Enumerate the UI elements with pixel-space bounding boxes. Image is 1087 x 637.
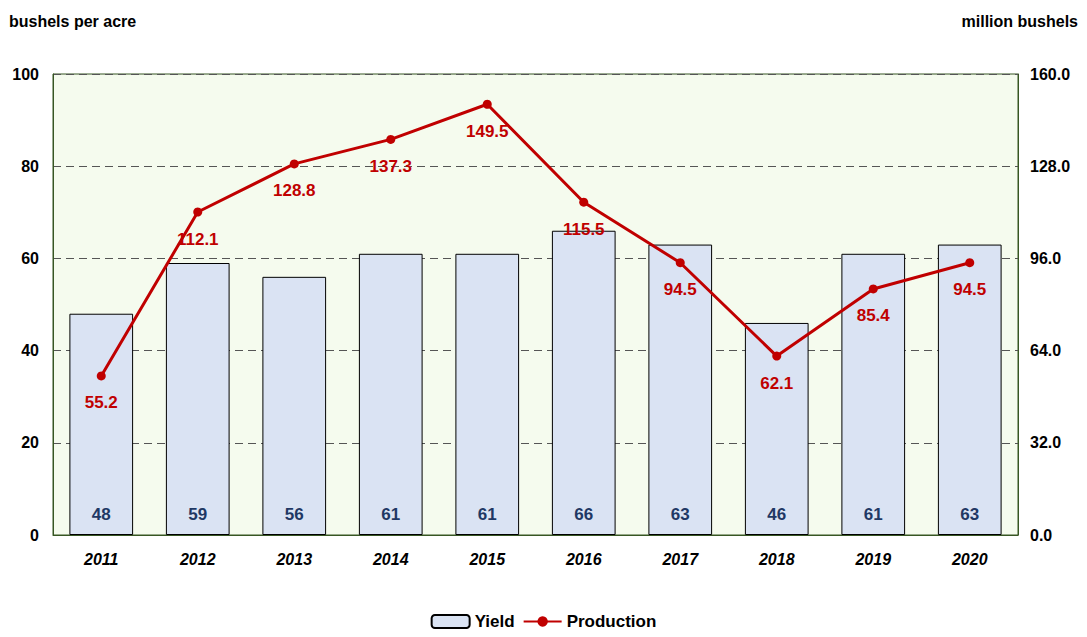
svg-text:20: 20 bbox=[21, 434, 39, 451]
svg-text:bushels per acre: bushels per acre bbox=[9, 13, 136, 30]
svg-text:2014: 2014 bbox=[372, 551, 409, 568]
svg-text:2019: 2019 bbox=[854, 551, 891, 568]
svg-text:115.5: 115.5 bbox=[563, 220, 605, 239]
svg-text:149.5: 149.5 bbox=[466, 122, 509, 141]
svg-text:62.1: 62.1 bbox=[760, 374, 793, 393]
svg-text:63: 63 bbox=[960, 505, 979, 524]
svg-text:46: 46 bbox=[767, 505, 786, 524]
svg-text:96.0: 96.0 bbox=[1030, 250, 1061, 267]
svg-text:2017: 2017 bbox=[661, 551, 699, 568]
svg-text:million bushels: million bushels bbox=[962, 13, 1079, 30]
svg-text:2012: 2012 bbox=[179, 551, 216, 568]
svg-text:94.5: 94.5 bbox=[664, 280, 697, 299]
svg-text:66: 66 bbox=[574, 505, 593, 524]
svg-text:2016: 2016 bbox=[565, 551, 602, 568]
svg-text:56: 56 bbox=[285, 505, 304, 524]
svg-text:112.1: 112.1 bbox=[177, 230, 219, 249]
svg-text:2020: 2020 bbox=[951, 551, 988, 568]
svg-text:0.0: 0.0 bbox=[1030, 527, 1052, 544]
svg-text:100: 100 bbox=[12, 66, 39, 83]
svg-text:Production: Production bbox=[567, 612, 657, 631]
svg-text:2013: 2013 bbox=[275, 551, 312, 568]
svg-text:128.0: 128.0 bbox=[1030, 158, 1070, 175]
svg-text:59: 59 bbox=[188, 505, 207, 524]
svg-text:64.0: 64.0 bbox=[1030, 342, 1061, 359]
svg-text:40: 40 bbox=[21, 342, 39, 359]
svg-text:63: 63 bbox=[671, 505, 690, 524]
svg-text:94.5: 94.5 bbox=[953, 280, 986, 299]
svg-text:61: 61 bbox=[478, 505, 497, 524]
svg-text:0: 0 bbox=[30, 527, 39, 544]
svg-text:137.3: 137.3 bbox=[369, 157, 412, 176]
svg-text:160.0: 160.0 bbox=[1030, 66, 1070, 83]
svg-text:2015: 2015 bbox=[468, 551, 506, 568]
svg-text:2018: 2018 bbox=[758, 551, 795, 568]
svg-text:48: 48 bbox=[92, 505, 111, 524]
svg-text:32.0: 32.0 bbox=[1030, 434, 1061, 451]
svg-text:61: 61 bbox=[381, 505, 400, 524]
svg-text:55.2: 55.2 bbox=[85, 393, 118, 412]
svg-text:Yield: Yield bbox=[475, 612, 515, 631]
svg-text:2011: 2011 bbox=[83, 551, 119, 568]
svg-text:80: 80 bbox=[21, 158, 39, 175]
svg-text:85.4: 85.4 bbox=[857, 306, 891, 325]
svg-text:128.8: 128.8 bbox=[273, 181, 316, 200]
svg-text:61: 61 bbox=[864, 505, 883, 524]
svg-text:60: 60 bbox=[21, 250, 39, 267]
